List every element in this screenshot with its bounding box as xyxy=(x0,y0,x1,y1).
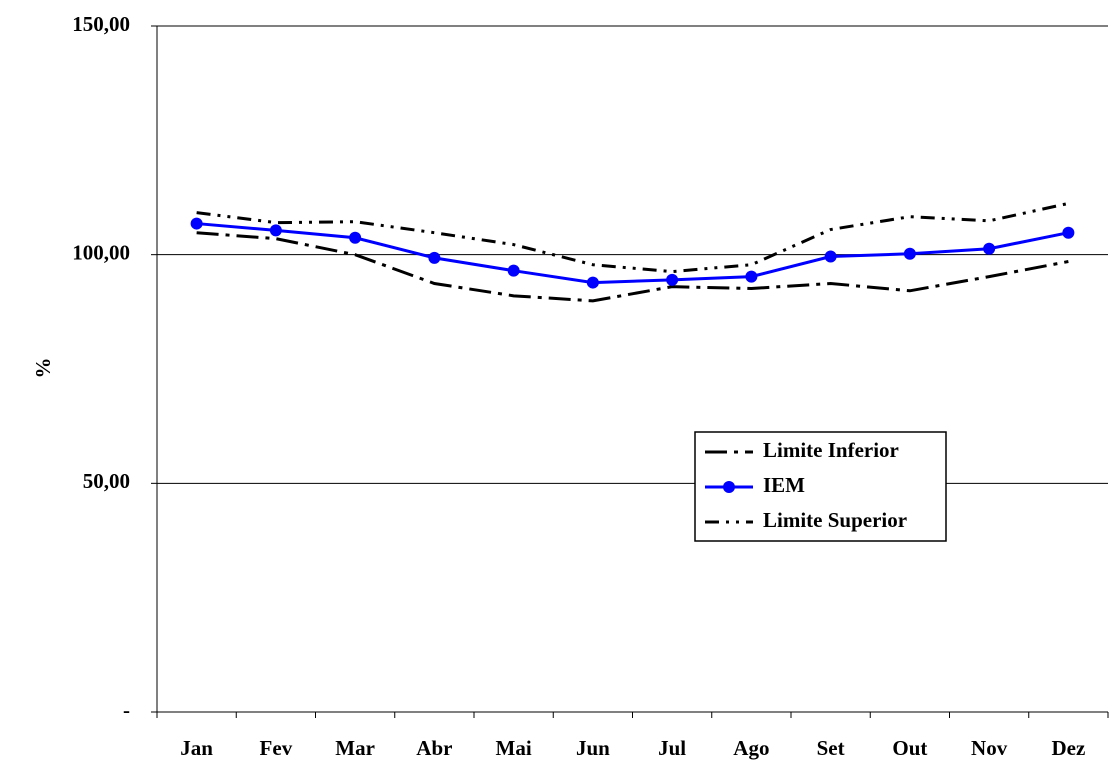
x-tick-label: Fev xyxy=(260,736,293,760)
x-tick-label: Jan xyxy=(180,736,213,760)
y-tick-label: 50,00 xyxy=(83,469,130,493)
data-point xyxy=(586,276,599,289)
y-tick-label: - xyxy=(123,698,130,722)
series-line xyxy=(196,201,1069,274)
data-point xyxy=(1062,226,1075,239)
data-point xyxy=(349,231,362,244)
data-point xyxy=(428,251,441,264)
data-point xyxy=(824,250,837,263)
x-tick-label: Mar xyxy=(335,736,375,760)
legend-label: Limite Inferior xyxy=(763,438,899,462)
legend-label: IEM xyxy=(763,473,805,497)
x-tick-label: Out xyxy=(892,736,927,760)
y-tick-label: 150,00 xyxy=(72,12,130,36)
data-point xyxy=(269,224,282,237)
y-tick-label: 100,00 xyxy=(72,240,130,264)
legend-marker xyxy=(723,481,735,493)
data-point xyxy=(983,242,996,255)
data-point xyxy=(745,270,758,283)
data-point xyxy=(190,217,203,230)
data-point xyxy=(666,273,679,286)
x-tick-label: Mai xyxy=(496,736,532,760)
legend-label: Limite Superior xyxy=(763,508,907,532)
x-tick-label: Dez xyxy=(1051,736,1085,760)
x-tick-label: Abr xyxy=(416,736,452,760)
x-tick-label: Jun xyxy=(576,736,610,760)
x-tick-label: Nov xyxy=(971,736,1008,760)
data-point xyxy=(507,264,520,277)
x-tick-label: Set xyxy=(817,736,845,760)
x-tick-label: Jul xyxy=(658,736,686,760)
x-tick-label: Ago xyxy=(733,736,769,760)
y-axis-label: % xyxy=(31,358,55,379)
series-line xyxy=(196,222,1069,285)
series-line xyxy=(196,231,1069,303)
data-point xyxy=(903,247,916,260)
